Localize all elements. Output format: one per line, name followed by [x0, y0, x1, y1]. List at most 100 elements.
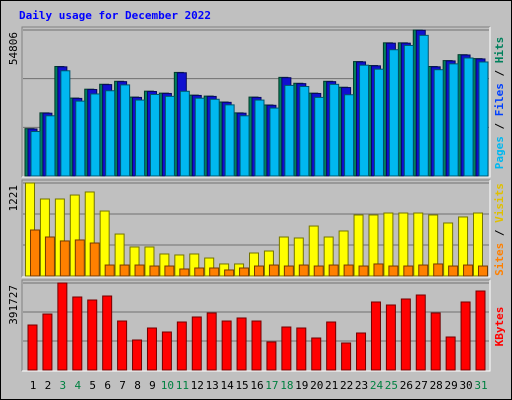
bar	[418, 34, 429, 177]
x-tick-label: 1	[30, 379, 37, 392]
x-tick-label: 11	[176, 379, 189, 392]
bar	[149, 265, 160, 277]
bar	[239, 115, 250, 177]
bar	[179, 90, 190, 177]
bar	[119, 264, 130, 277]
x-tick-label: 16	[250, 379, 263, 392]
x-tick-label: 28	[430, 379, 443, 392]
bar	[135, 99, 146, 177]
bar	[149, 93, 160, 177]
bar	[283, 265, 294, 277]
bar	[313, 265, 324, 277]
bar	[132, 339, 143, 371]
panel-edge	[22, 180, 491, 278]
x-tick-label: 25	[385, 379, 398, 392]
bar	[120, 84, 131, 177]
panel-edge	[21, 26, 490, 177]
bar	[105, 90, 116, 177]
legend-entry: KBytes	[493, 307, 506, 347]
bar	[179, 268, 190, 277]
x-tick-label: 8	[134, 379, 141, 392]
bar	[44, 236, 55, 277]
bar	[298, 264, 309, 277]
y-tick-label: 391727	[7, 285, 20, 325]
bar	[281, 326, 292, 371]
bar	[90, 93, 101, 177]
x-tick-label: 20	[310, 379, 323, 392]
bar	[356, 332, 367, 371]
bar	[194, 97, 205, 177]
bar	[415, 294, 426, 371]
bar	[403, 265, 414, 277]
bar	[224, 269, 235, 277]
x-tick-label: 7	[119, 379, 126, 392]
bar	[42, 313, 53, 371]
bar	[266, 341, 277, 371]
panel-edge	[22, 280, 491, 372]
bar	[45, 115, 56, 177]
bar	[87, 299, 98, 371]
bar	[341, 342, 352, 371]
bar	[209, 98, 220, 177]
bar	[373, 68, 384, 177]
bar	[221, 320, 232, 371]
bar	[388, 265, 399, 277]
x-tick-label: 30	[459, 379, 472, 392]
bar	[370, 301, 381, 371]
x-tick-label: 21	[325, 379, 338, 392]
x-tick-label: 4	[74, 379, 81, 392]
bar	[176, 321, 187, 371]
bar	[60, 70, 71, 177]
bar	[224, 104, 235, 177]
x-tick-label: 18	[280, 379, 293, 392]
bar	[463, 264, 474, 277]
bar	[57, 282, 68, 371]
legend: Pages / Files / Hits	[493, 37, 506, 170]
bar	[403, 44, 414, 177]
x-tick-label: 13	[206, 379, 219, 392]
legend: KBytes	[493, 307, 506, 347]
x-tick-label: 9	[149, 379, 156, 392]
x-tick-label: 2	[45, 379, 52, 392]
x-tick-label: 24	[370, 379, 384, 392]
x-tick-label: 5	[89, 379, 96, 392]
x-tick-label: 12	[191, 379, 204, 392]
bar	[328, 264, 339, 277]
x-tick-label: 15	[235, 379, 248, 392]
bar	[433, 69, 444, 177]
bar	[209, 267, 220, 277]
bar	[54, 198, 65, 277]
bar	[27, 324, 38, 371]
x-tick-label: 19	[295, 379, 308, 392]
bar	[269, 107, 280, 177]
bar	[146, 327, 157, 371]
x-tick-label: 27	[415, 379, 428, 392]
chart-title: Daily usage for December 2022	[19, 9, 211, 22]
bar	[475, 290, 486, 371]
bar	[239, 267, 250, 277]
bar	[344, 94, 355, 177]
bar	[385, 304, 396, 371]
bar	[445, 336, 456, 371]
bar	[373, 263, 384, 277]
bar	[117, 320, 128, 371]
bar	[343, 264, 354, 277]
x-tick-label: 10	[161, 379, 174, 392]
bar	[59, 240, 70, 277]
y-tick-label: 54806	[7, 32, 20, 65]
bar	[359, 64, 370, 177]
bar	[311, 337, 322, 371]
bar	[284, 84, 295, 177]
bar	[463, 57, 474, 177]
bar	[75, 100, 86, 177]
legend-entry: Hits	[493, 37, 506, 64]
bar	[254, 99, 265, 177]
bar	[299, 85, 310, 177]
legend-entry: Files	[493, 83, 506, 116]
bar	[206, 312, 217, 371]
bar	[251, 320, 262, 371]
bar	[134, 264, 145, 277]
bar	[30, 229, 40, 277]
x-tick-label: 22	[340, 379, 353, 392]
